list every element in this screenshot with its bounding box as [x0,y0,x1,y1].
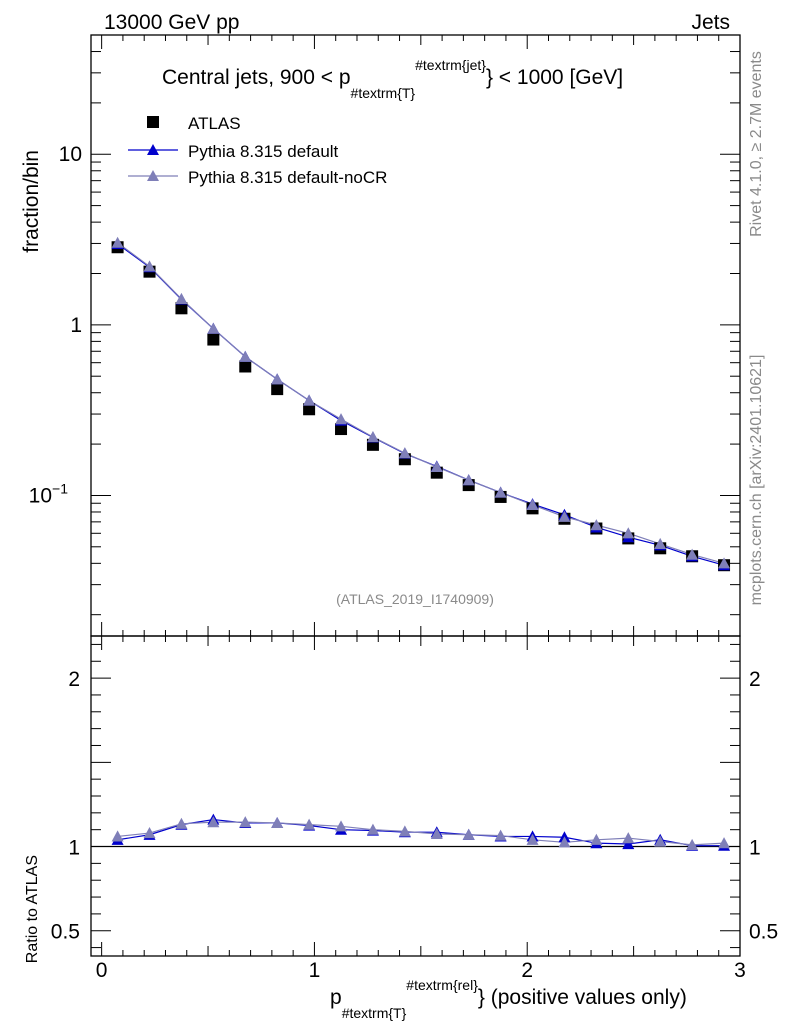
x-tick-label: 2 [521,959,533,982]
series-line-2 [117,242,725,564]
x-tick-label: 1 [309,959,321,982]
mc-point [654,537,667,549]
mc-point [590,519,603,531]
mc-point [494,486,507,498]
ratio-point [239,816,252,828]
mc-point [143,260,156,272]
legend-marker-atlas [147,116,159,128]
header-analysis-label: Jets [691,11,730,34]
data-point [207,333,220,346]
ratio-point [303,818,316,830]
ratio-point [271,816,284,829]
legend-marker-default [147,144,159,155]
plot-title-main: Central jets, 900 < p [162,66,351,89]
legend-label-nocr: Pythia 8.315 default-noCR [188,168,387,187]
ratio-y-tick-label-right: 1 [749,837,761,860]
ratio-panel-frame [90,635,741,957]
ratio-point [430,827,443,839]
ratio-point [366,823,379,835]
mcplots-reference-label: mcplots.cern.ch [arXiv:2401.10621] [748,355,765,606]
ratio-point [622,832,635,844]
mc-point [398,447,411,459]
mc-point [175,292,188,304]
y-tick-label-exponent: −1 [52,480,68,496]
y-tick-label: 10 [59,143,82,166]
plot-title-subscript: #textrm{T} [351,85,416,101]
ratio-point [462,828,475,840]
ratio-point [335,820,348,832]
x-tick-label: 0 [96,959,108,982]
mc-point [686,548,699,560]
data-point [239,360,252,373]
legend-label-atlas: ATLAS [188,114,241,133]
ratio-point [686,838,699,850]
ratio-point [654,835,667,847]
series-line-1 [117,243,725,566]
ratio-point [718,837,731,849]
y-axis-label: fraction/bin [20,150,43,253]
ratio-y-tick-label-left: 2 [68,668,80,691]
header-collision-label: 13000 GeV pp [104,11,239,34]
legend: ATLAS Pythia 8.315 default Pythia 8.315 … [128,114,387,187]
ratio-y-tick-label-left: 0.5 [51,921,80,944]
ratio-y-axis-label: Ratio to ATLAS [24,855,41,963]
data-point [335,423,348,436]
ratio-point [398,825,411,837]
ratio-point [622,838,635,850]
mc-point [366,431,379,443]
ratio-point [143,827,156,839]
legend-marker-nocr [147,170,159,181]
x-axis-label-subscript: #textrm{T} [342,1005,407,1021]
mc-point [239,350,252,362]
plot-title: Central jets, 900 < p#textrm{T} #textrm{j… [162,57,623,101]
mc-point [558,510,571,522]
x-axis-label-main: p [330,986,342,1009]
axis-ticks: 0 1 2 3 10 1 10−1 2 2 1 1 0.5 0.5 [29,34,778,982]
mc-point [335,413,348,425]
ratio-point [494,829,507,841]
ratio-point [175,817,188,829]
mc-point [271,373,284,385]
data-point [303,403,316,416]
ratio-y-tick-label-right: 0.5 [749,921,778,944]
mc-point [526,498,539,511]
mc-point [718,557,731,569]
y-tick-label: 10−1 [29,480,69,507]
ratio-y-tick-label-right: 2 [749,668,761,691]
mc-point [303,394,316,406]
mc-point [430,460,443,472]
plot-title-tail: } < 1000 [GeV] [486,66,623,89]
data-point [271,383,284,396]
data-series [111,236,731,572]
ratio-point [111,830,124,842]
x-tick-label: 3 [734,959,746,982]
ratio-y-tick-label-left: 1 [68,837,80,860]
x-axis-label-superscript: #textrm{rel} [406,977,478,993]
data-point [175,302,188,315]
ratio-line-2 [117,821,725,846]
mc-point [111,236,124,248]
y-tick-label: 1 [70,314,82,337]
ratio-point [207,816,220,828]
analysis-id-label: (ATLAS_2019_I1740909) [336,591,494,607]
ratio-point [526,833,539,845]
legend-label-default: Pythia 8.315 default [188,142,339,161]
x-axis-label-tail: } (positive values only) [478,986,687,1009]
plot-title-superscript: #textrm{jet} [415,57,486,73]
ratio-point [558,836,571,848]
ratio-series [111,813,731,851]
ratio-point [590,833,603,845]
mc-point [207,322,220,334]
x-axis-label: p#textrm{T} #textrm{rel}} (positive value… [330,977,687,1021]
mc-point [462,474,475,486]
mc-point [622,527,635,539]
rivet-version-label: Rivet 4.1.0, ≥ 2.7M events [748,51,765,237]
